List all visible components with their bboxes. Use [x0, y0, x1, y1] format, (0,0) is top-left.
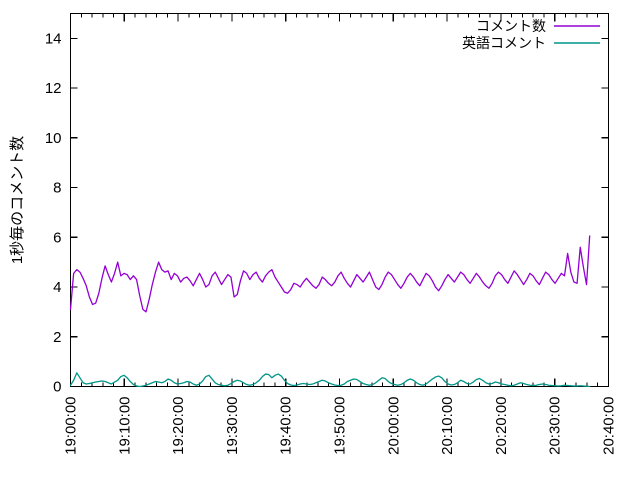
x-axis-tick-labels: 19:00:00 19:10:00 19:20:00 19:30:00 19:40:00… [63, 397, 618, 455]
x-axis-minor-ticks [80, 13, 599, 387]
y-tick-label: 14 [45, 30, 62, 47]
x-tick-label: 20:30:00 [547, 397, 564, 455]
y-tick-label: 2 [53, 329, 61, 346]
x-tick-label: 19:50:00 [332, 397, 349, 455]
x-axis-ticks [69, 13, 610, 387]
x-tick-label: 20:40:00 [601, 397, 618, 455]
series-line-1 [69, 235, 591, 313]
data-series-group [69, 235, 591, 388]
y-tick-label: 10 [45, 130, 62, 147]
y-tick-label: 12 [45, 80, 62, 97]
y-axis-tick-labels: 0 2 4 6 8 10 12 14 [45, 30, 62, 395]
x-tick-label: 19:00:00 [63, 397, 80, 455]
y-axis-title: 1秒毎のコメント数 [9, 136, 26, 264]
x-tick-label: 19:40:00 [278, 397, 295, 455]
legend-label-2: 英語コメント [462, 35, 546, 51]
x-tick-label: 19:20:00 [170, 397, 187, 455]
series-line-2 [69, 372, 591, 388]
y-tick-label: 8 [53, 180, 61, 197]
y-axis-ticks [70, 37, 609, 388]
y-tick-label: 0 [53, 379, 61, 396]
x-tick-label: 19:30:00 [224, 397, 241, 455]
y-tick-label: 6 [53, 229, 61, 246]
x-tick-label: 20:10:00 [439, 397, 456, 455]
legend-label-1: コメント数 [476, 18, 546, 34]
y-axis-title-text: 1秒毎のコメント数 [9, 136, 26, 264]
y-tick-label: 4 [53, 279, 61, 296]
x-tick-label: 20:20:00 [493, 397, 510, 455]
x-tick-label: 20:00:00 [385, 397, 402, 455]
x-tick-label: 19:10:00 [116, 397, 133, 455]
plot-frame [69, 12, 610, 388]
